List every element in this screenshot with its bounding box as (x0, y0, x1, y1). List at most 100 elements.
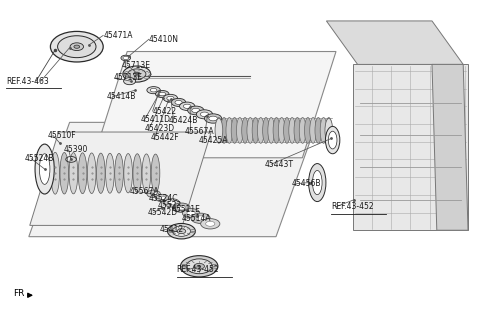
Ellipse shape (268, 118, 275, 143)
Ellipse shape (204, 114, 222, 123)
Ellipse shape (247, 118, 253, 143)
Polygon shape (353, 64, 468, 230)
Ellipse shape (167, 96, 174, 100)
Text: 45713E: 45713E (113, 73, 142, 82)
Text: 45523: 45523 (157, 201, 182, 210)
Ellipse shape (159, 92, 166, 96)
Ellipse shape (70, 43, 84, 51)
Ellipse shape (177, 205, 186, 210)
Ellipse shape (325, 118, 332, 143)
Ellipse shape (164, 199, 180, 207)
Ellipse shape (231, 118, 238, 143)
Polygon shape (29, 122, 317, 237)
Ellipse shape (201, 219, 220, 229)
Ellipse shape (325, 118, 333, 143)
Ellipse shape (147, 87, 160, 94)
Text: 45425A: 45425A (198, 136, 228, 145)
Ellipse shape (133, 154, 142, 193)
Ellipse shape (60, 153, 69, 194)
Ellipse shape (200, 112, 208, 117)
Ellipse shape (192, 108, 200, 113)
Text: 45524B: 45524B (25, 154, 54, 163)
Text: 45713E: 45713E (121, 61, 150, 70)
Ellipse shape (150, 192, 157, 196)
Ellipse shape (151, 154, 160, 193)
Ellipse shape (35, 144, 54, 194)
Text: REF.43-452: REF.43-452 (177, 265, 219, 274)
Ellipse shape (182, 209, 200, 218)
Ellipse shape (51, 152, 60, 194)
Ellipse shape (221, 118, 228, 143)
Ellipse shape (186, 259, 212, 274)
Ellipse shape (273, 118, 280, 143)
Text: 45423D: 45423D (145, 124, 175, 133)
Ellipse shape (196, 110, 213, 119)
Ellipse shape (123, 56, 129, 60)
Ellipse shape (183, 104, 191, 108)
Text: 45471A: 45471A (103, 31, 132, 40)
Text: 45514A: 45514A (181, 214, 211, 223)
Ellipse shape (242, 118, 249, 143)
Ellipse shape (150, 89, 157, 92)
Ellipse shape (172, 226, 191, 236)
Polygon shape (94, 52, 336, 158)
Ellipse shape (278, 118, 285, 143)
Ellipse shape (106, 153, 114, 193)
Ellipse shape (299, 118, 306, 143)
Ellipse shape (156, 90, 169, 98)
Text: 45422: 45422 (153, 107, 177, 116)
Text: 45390: 45390 (64, 145, 88, 154)
Text: 45411D: 45411D (141, 115, 171, 124)
Ellipse shape (115, 154, 123, 193)
Ellipse shape (171, 99, 186, 107)
Text: 45524C: 45524C (149, 194, 178, 203)
Text: 45567A: 45567A (130, 187, 159, 196)
Text: REF.43-452: REF.43-452 (331, 202, 374, 211)
Ellipse shape (191, 213, 210, 223)
Ellipse shape (209, 116, 217, 121)
Ellipse shape (180, 256, 218, 277)
Text: 45567A: 45567A (185, 127, 215, 136)
Ellipse shape (289, 118, 296, 143)
Ellipse shape (78, 153, 87, 194)
Ellipse shape (96, 153, 105, 193)
Ellipse shape (325, 127, 340, 154)
Ellipse shape (69, 153, 78, 194)
Polygon shape (432, 64, 468, 230)
Ellipse shape (226, 118, 233, 143)
Ellipse shape (328, 131, 337, 149)
Ellipse shape (168, 201, 176, 205)
Ellipse shape (320, 118, 327, 143)
Ellipse shape (216, 118, 222, 143)
Text: 45412: 45412 (159, 225, 183, 234)
Polygon shape (326, 21, 463, 64)
Ellipse shape (168, 223, 195, 239)
Ellipse shape (180, 102, 195, 110)
Ellipse shape (124, 154, 132, 193)
Text: FR: FR (13, 289, 25, 298)
Text: 45510F: 45510F (48, 131, 77, 140)
Ellipse shape (312, 171, 322, 195)
Ellipse shape (205, 221, 215, 226)
Ellipse shape (252, 118, 259, 143)
Ellipse shape (284, 118, 290, 143)
Ellipse shape (309, 164, 326, 202)
Ellipse shape (215, 118, 223, 143)
Ellipse shape (175, 100, 182, 104)
Ellipse shape (177, 229, 186, 234)
Ellipse shape (128, 69, 146, 79)
Ellipse shape (315, 118, 322, 143)
Text: 45456B: 45456B (292, 179, 321, 188)
Ellipse shape (163, 94, 178, 102)
Ellipse shape (159, 196, 166, 200)
Ellipse shape (237, 118, 243, 143)
Text: 45511E: 45511E (172, 205, 201, 214)
Ellipse shape (39, 154, 50, 185)
Ellipse shape (294, 118, 301, 143)
Ellipse shape (257, 118, 264, 143)
Ellipse shape (196, 216, 205, 221)
Ellipse shape (87, 153, 96, 194)
Ellipse shape (188, 106, 204, 115)
Polygon shape (30, 132, 211, 225)
Ellipse shape (123, 66, 151, 82)
